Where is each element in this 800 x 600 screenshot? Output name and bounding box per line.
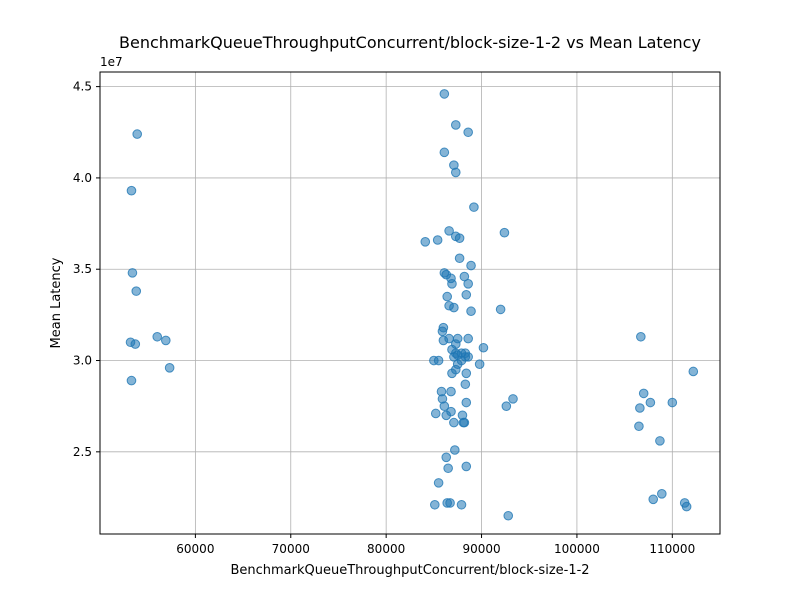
grid-lines bbox=[100, 72, 720, 534]
axis-ticks: 60000 70000 80000 90000 100000 110000 2.5 3.0 3.… bbox=[73, 80, 695, 556]
y-tick-label: 3.0 bbox=[73, 354, 92, 368]
data-point bbox=[126, 375, 137, 386]
data-point bbox=[130, 339, 141, 349]
data-point bbox=[439, 401, 450, 411]
data-point bbox=[638, 388, 649, 399]
data-point bbox=[446, 406, 456, 417]
data-point bbox=[449, 302, 459, 313]
x-tick-label: 70000 bbox=[272, 542, 310, 556]
data-point bbox=[447, 368, 457, 379]
y-tick-label: 2.5 bbox=[73, 445, 92, 459]
data-point bbox=[444, 226, 454, 236]
data-point bbox=[463, 127, 473, 138]
data-point bbox=[131, 286, 142, 296]
x-tick-label: 110000 bbox=[649, 542, 695, 556]
x-tick-label: 60000 bbox=[176, 542, 214, 556]
chart-title: BenchmarkQueueThroughputConcurrent/block… bbox=[119, 33, 701, 52]
data-point bbox=[442, 291, 453, 302]
data-point bbox=[420, 237, 431, 247]
data-point bbox=[445, 498, 455, 508]
x-tick-label: 80000 bbox=[367, 542, 405, 556]
data-point bbox=[461, 289, 472, 300]
data-point bbox=[461, 368, 472, 379]
data-points bbox=[125, 89, 699, 521]
x-tick-label: 100000 bbox=[554, 542, 600, 556]
plot-frame bbox=[99, 71, 721, 535]
data-point bbox=[495, 304, 506, 315]
data-point bbox=[466, 306, 476, 317]
data-point bbox=[466, 260, 476, 271]
data-point bbox=[161, 335, 171, 346]
data-point bbox=[635, 403, 645, 413]
data-point bbox=[499, 227, 510, 238]
data-point bbox=[437, 326, 448, 337]
data-point bbox=[636, 331, 646, 342]
data-point bbox=[450, 445, 460, 455]
data-point bbox=[681, 501, 692, 512]
data-point bbox=[474, 359, 485, 369]
data-point bbox=[461, 461, 472, 472]
data-point bbox=[463, 279, 473, 289]
data-point bbox=[461, 397, 472, 408]
data-point bbox=[456, 499, 467, 510]
data-point bbox=[454, 253, 465, 264]
data-point bbox=[463, 333, 473, 344]
data-point bbox=[634, 421, 644, 432]
y-tick-label: 4.5 bbox=[73, 80, 92, 94]
x-axis-label: BenchmarkQueueThroughputConcurrent/block… bbox=[230, 563, 589, 578]
data-point bbox=[460, 379, 471, 390]
data-point bbox=[126, 185, 137, 196]
data-point bbox=[441, 452, 452, 463]
y-offset-label: 1e7 bbox=[100, 55, 123, 69]
data-point bbox=[430, 499, 440, 510]
data-point bbox=[655, 436, 665, 446]
y-axis-label: Mean Latency bbox=[49, 257, 64, 348]
data-point bbox=[132, 129, 142, 139]
data-point bbox=[449, 417, 459, 428]
data-point bbox=[432, 235, 443, 245]
data-point bbox=[439, 147, 450, 158]
data-point bbox=[439, 89, 450, 99]
data-point bbox=[450, 167, 461, 178]
data-point bbox=[503, 510, 514, 521]
data-point bbox=[478, 342, 489, 353]
data-point bbox=[433, 355, 444, 366]
data-point bbox=[443, 463, 453, 474]
data-point bbox=[450, 120, 461, 130]
y-tick-label: 4.0 bbox=[73, 171, 92, 185]
x-tick-label: 90000 bbox=[462, 542, 500, 556]
data-point bbox=[164, 363, 175, 373]
y-tick-label: 3.5 bbox=[73, 262, 92, 276]
data-point bbox=[446, 386, 456, 397]
data-point bbox=[501, 401, 512, 411]
data-point bbox=[688, 366, 699, 377]
data-point bbox=[447, 279, 457, 289]
data-point bbox=[657, 489, 667, 499]
data-point bbox=[508, 394, 518, 404]
data-point bbox=[430, 408, 441, 419]
data-point bbox=[459, 271, 470, 282]
data-point bbox=[459, 417, 470, 428]
data-point bbox=[667, 397, 678, 408]
data-point bbox=[152, 331, 163, 342]
data-point bbox=[433, 478, 444, 488]
data-point bbox=[127, 268, 138, 278]
data-point bbox=[469, 202, 479, 212]
data-point bbox=[645, 397, 656, 408]
data-point bbox=[648, 494, 659, 505]
data-point bbox=[454, 233, 465, 243]
